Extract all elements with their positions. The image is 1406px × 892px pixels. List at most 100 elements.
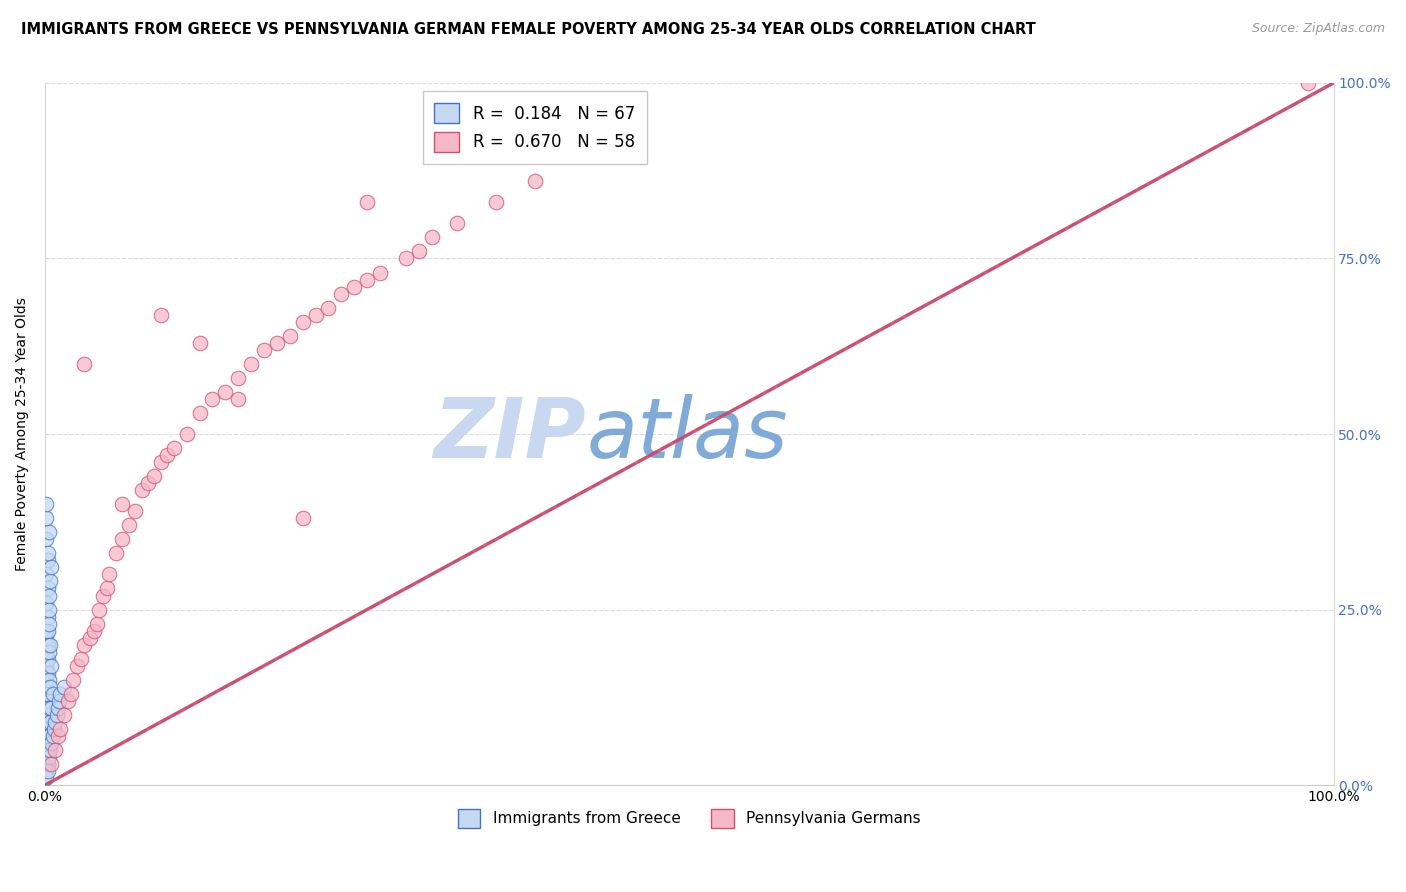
Point: [291, 511, 314, 525]
Point: [124, 504, 146, 518]
Point: [226, 392, 249, 406]
Point: [35, 533, 58, 547]
Point: [35, 687, 58, 701]
Point: [37, 582, 59, 596]
Point: [46, 701, 69, 715]
Point: [408, 244, 430, 259]
Point: [41, 687, 63, 701]
Point: [368, 266, 391, 280]
Point: [104, 546, 127, 560]
Point: [35, 631, 58, 645]
Point: [149, 455, 172, 469]
Point: [188, 335, 211, 350]
Point: [39, 638, 62, 652]
Point: [278, 328, 301, 343]
Point: [35, 750, 58, 764]
Point: [318, 301, 340, 315]
Point: [35, 694, 58, 708]
Point: [37, 553, 59, 567]
Point: [156, 448, 179, 462]
Point: [35, 624, 58, 638]
Point: [446, 216, 468, 230]
Point: [38, 750, 60, 764]
Point: [420, 230, 443, 244]
Point: [53, 680, 76, 694]
Point: [35, 645, 58, 659]
Point: [38, 645, 60, 659]
Point: [253, 343, 276, 357]
Point: [38, 729, 60, 743]
Point: [37, 651, 59, 665]
Text: Source: ZipAtlas.com: Source: ZipAtlas.com: [1251, 22, 1385, 36]
Point: [266, 335, 288, 350]
Point: [38, 616, 60, 631]
Point: [72, 357, 94, 371]
Point: [35, 638, 58, 652]
Point: [37, 743, 59, 757]
Point: [176, 427, 198, 442]
Point: [49, 722, 72, 736]
Point: [72, 638, 94, 652]
Point: [37, 729, 59, 743]
Point: [149, 308, 172, 322]
Point: [91, 589, 114, 603]
Point: [44, 743, 66, 757]
Point: [42, 722, 65, 736]
Point: [37, 638, 59, 652]
Point: [35, 743, 58, 757]
Point: [39, 743, 62, 757]
Point: [37, 665, 59, 680]
Point: [201, 392, 224, 406]
Point: [188, 406, 211, 420]
Legend: Immigrants from Greece, Pennsylvania Germans: Immigrants from Greece, Pennsylvania Ger…: [451, 803, 927, 834]
Point: [39, 574, 62, 589]
Point: [395, 252, 418, 266]
Point: [111, 497, 134, 511]
Point: [35, 497, 58, 511]
Point: [111, 533, 134, 547]
Point: [35, 651, 58, 665]
Point: [39, 714, 62, 729]
Point: [118, 518, 141, 533]
Text: ZIP: ZIP: [433, 393, 586, 475]
Point: [83, 624, 105, 638]
Point: [356, 272, 378, 286]
Point: [41, 757, 63, 772]
Point: [44, 714, 66, 729]
Text: IMMIGRANTS FROM GREECE VS PENNSYLVANIA GERMAN FEMALE POVERTY AMONG 25-34 YEAR OL: IMMIGRANTS FROM GREECE VS PENNSYLVANIA G…: [21, 22, 1036, 37]
Point: [523, 174, 546, 188]
Point: [35, 764, 58, 778]
Point: [96, 582, 118, 596]
Point: [37, 764, 59, 778]
Text: atlas: atlas: [586, 393, 787, 475]
Point: [38, 589, 60, 603]
Point: [226, 371, 249, 385]
Point: [37, 624, 59, 638]
Point: [35, 567, 58, 582]
Point: [37, 609, 59, 624]
Point: [56, 694, 79, 708]
Point: [38, 673, 60, 687]
Point: [1296, 76, 1319, 90]
Point: [98, 567, 121, 582]
Point: [41, 729, 63, 743]
Point: [35, 736, 58, 750]
Point: [35, 714, 58, 729]
Point: [136, 476, 159, 491]
Point: [62, 673, 84, 687]
Point: [37, 707, 59, 722]
Point: [214, 384, 236, 399]
Point: [35, 665, 58, 680]
Point: [41, 658, 63, 673]
Point: [38, 525, 60, 540]
Point: [35, 673, 58, 687]
Point: [35, 722, 58, 736]
Point: [304, 308, 326, 322]
Point: [79, 631, 101, 645]
Point: [38, 602, 60, 616]
Point: [343, 279, 366, 293]
Point: [485, 195, 508, 210]
Point: [35, 757, 58, 772]
Point: [35, 511, 58, 525]
Point: [49, 687, 72, 701]
